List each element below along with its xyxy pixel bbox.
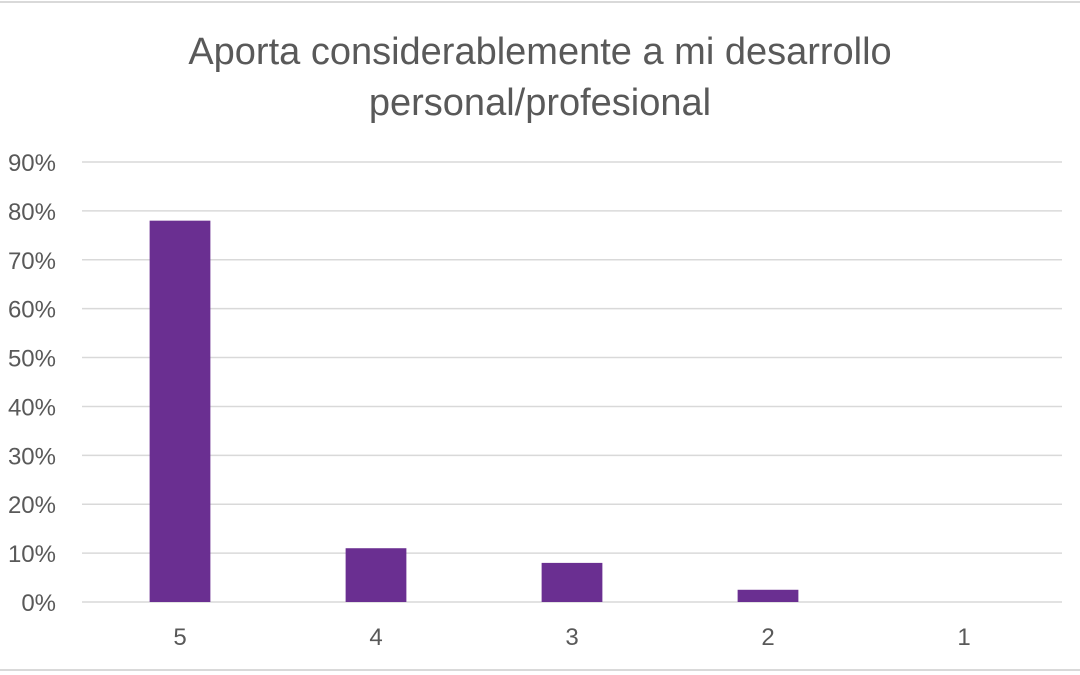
x-category-label: 2: [761, 624, 774, 651]
x-category-label: 3: [565, 624, 578, 651]
chart-title-line-2: personal/profesional: [369, 82, 711, 124]
bar-2: [737, 589, 799, 602]
x-axis-category-labels: 5 4 3 2 1: [173, 624, 970, 651]
x-category-label: 5: [173, 624, 186, 651]
bar-4: [345, 548, 407, 602]
chart-title-line-1: Aporta considerablemente a mi desarrollo: [188, 31, 891, 73]
y-tick-label: 10%: [8, 541, 56, 568]
y-tick-label: 50%: [8, 346, 56, 373]
x-category-label: 4: [369, 624, 382, 651]
bar-3: [541, 562, 603, 602]
y-axis-tick-labels: 0% 10% 20% 30% 40% 50% 60% 70% 80% 90%: [8, 150, 56, 617]
y-tick-label: 20%: [8, 492, 56, 519]
y-tick-label: 70%: [8, 248, 56, 275]
y-tick-label: 30%: [8, 443, 56, 470]
y-tick-label: 60%: [8, 297, 56, 324]
y-tick-label: 40%: [8, 394, 56, 421]
y-tick-label: 80%: [8, 199, 56, 226]
y-tick-label: 0%: [21, 590, 56, 617]
bar-5: [149, 220, 211, 602]
y-tick-label: 90%: [8, 150, 56, 177]
gridlines: [82, 161, 1062, 603]
x-category-label: 1: [957, 624, 970, 651]
bars: [149, 220, 799, 602]
